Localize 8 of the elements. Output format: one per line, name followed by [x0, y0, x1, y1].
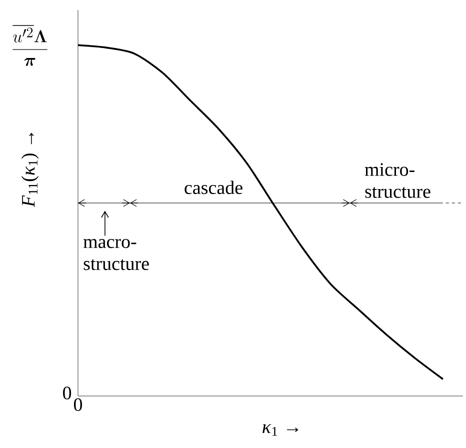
annotation: macro-structure [83, 238, 149, 270]
text: 0 [74, 398, 82, 412]
text: $\frac{\overline{u'^2}\bm{\Lambda}}{\bm{\pi}}$ [12, 25, 48, 66]
text: 0 [63, 386, 72, 400]
x-axis-title: κ$_{1}$ → [262, 424, 298, 436]
y-axis-title: F$_{11}$(κ$_{1}$) → [21, 132, 39, 208]
annotation: micro-structure [364, 163, 430, 198]
annotation: cascade [184, 180, 242, 194]
